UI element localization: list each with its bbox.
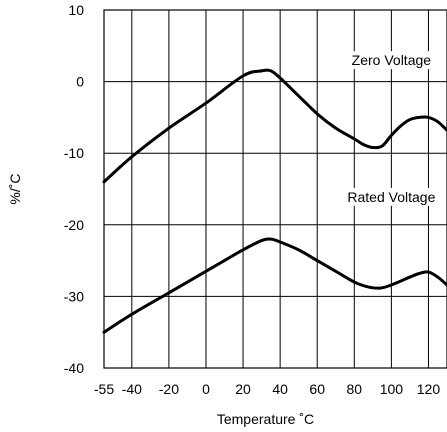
x-tick-label-0: -55 bbox=[94, 381, 114, 397]
y-tick-label-5: -40 bbox=[64, 360, 84, 376]
x-tick-label-1: -40 bbox=[122, 381, 142, 397]
y-tick-label-2: -10 bbox=[64, 145, 84, 161]
y-axis-title: %/˚C bbox=[7, 173, 23, 204]
x-axis-title: Temperature ˚C bbox=[217, 411, 314, 427]
y-tick-label-1: 0 bbox=[76, 74, 84, 90]
series-layer bbox=[102, 68, 447, 334]
x-tick-label-6: 60 bbox=[309, 381, 325, 397]
annotation-background-0 bbox=[348, 51, 435, 70]
x-tick-label-2: -20 bbox=[159, 381, 179, 397]
annotation-rated-voltage: Rated Voltage bbox=[347, 189, 435, 205]
plot-frame bbox=[103, 9, 447, 369]
x-tick-label-5: 40 bbox=[272, 381, 288, 397]
series-line-zero-voltage bbox=[102, 68, 447, 184]
x-tick-label-7: 80 bbox=[347, 381, 363, 397]
y-tick-label-3: -20 bbox=[64, 217, 84, 233]
annotation-background-1 bbox=[344, 187, 439, 206]
annotation-layer: Zero Voltage Rated Voltage bbox=[344, 51, 439, 206]
x-tick-label-4: 20 bbox=[235, 381, 251, 397]
annotation-zero-voltage: Zero Voltage bbox=[352, 52, 432, 68]
y-tick-labels: 10 0 -10 -20 -30 -40 bbox=[64, 2, 84, 376]
x-tick-label-9: 120 bbox=[417, 381, 441, 397]
x-tick-label-3: 0 bbox=[202, 381, 210, 397]
y-tick-label-0: 10 bbox=[68, 2, 84, 18]
y-tick-label-4: -30 bbox=[64, 288, 84, 304]
series-line-rated-voltage bbox=[102, 237, 447, 334]
x-tick-label-8: 100 bbox=[380, 381, 404, 397]
x-tick-labels: -55 -40 -20 0 20 40 60 80 100 120 bbox=[94, 381, 440, 397]
grid-layer bbox=[104, 10, 447, 368]
